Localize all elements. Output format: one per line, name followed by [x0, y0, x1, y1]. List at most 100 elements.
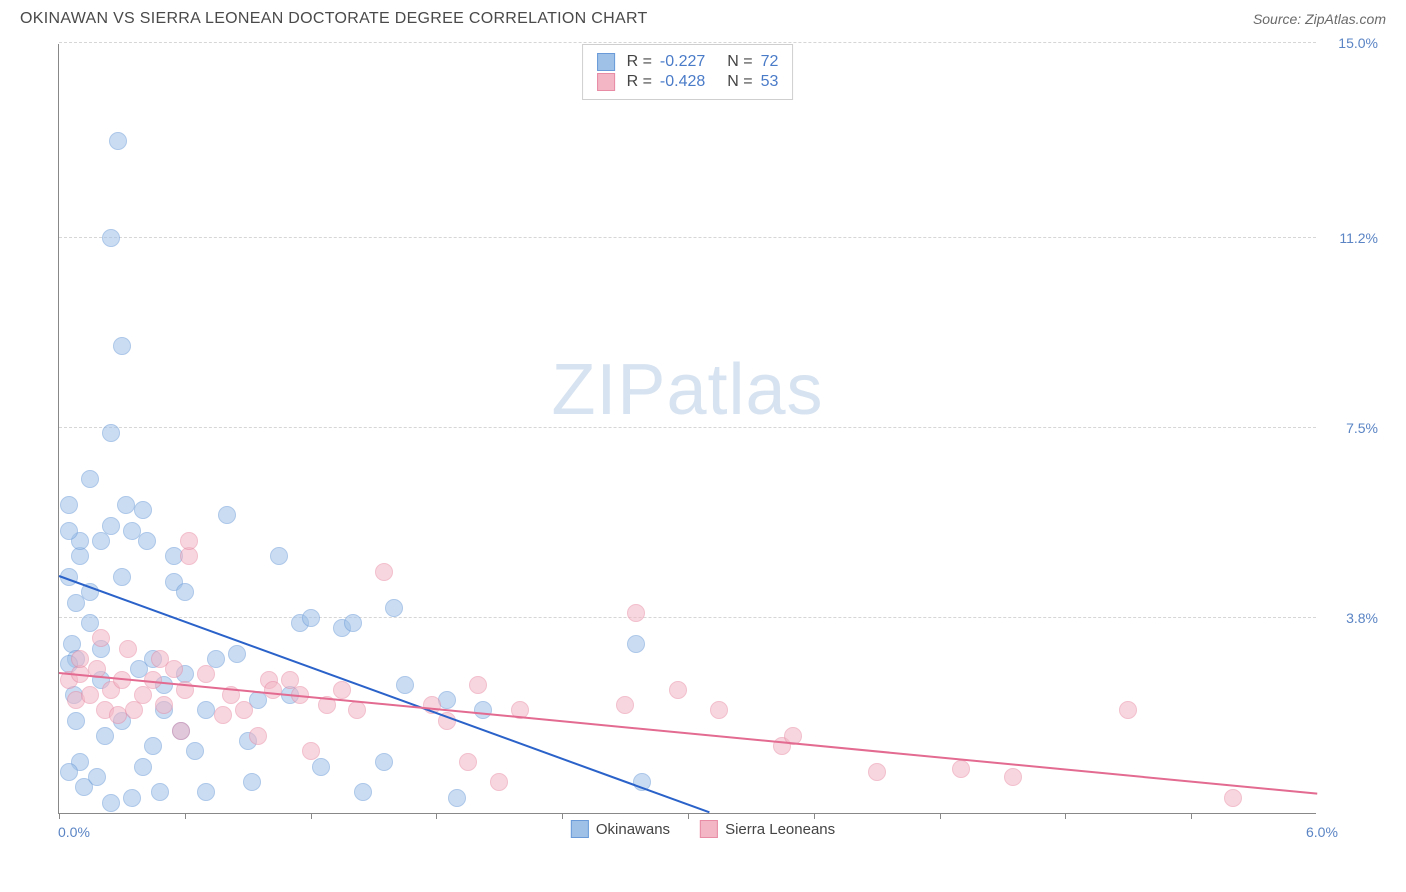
data-point [176, 583, 194, 601]
data-point [102, 794, 120, 812]
chart-source: Source: ZipAtlas.com [1253, 11, 1386, 27]
x-tick [185, 813, 186, 819]
data-point [474, 701, 492, 719]
stats-row-1: R = -0.227 N = 72 [597, 53, 779, 71]
x-tick [1191, 813, 1192, 819]
data-point [270, 547, 288, 565]
data-point [469, 676, 487, 694]
data-point [710, 701, 728, 719]
data-point [172, 722, 190, 740]
series-legend: Okinawans Sierra Leoneans [571, 820, 835, 838]
data-point [102, 229, 120, 247]
watermark-bold: ZIP [551, 350, 666, 430]
data-point [1224, 789, 1242, 807]
data-point [102, 424, 120, 442]
x-axis-max-label: 6.0% [1306, 824, 1406, 840]
data-point [81, 686, 99, 704]
n-label: N = [727, 73, 752, 91]
scatter-plot: ZIPatlas R = -0.227 N = 72 R = -0.428 N … [58, 44, 1316, 814]
data-point [952, 760, 970, 778]
data-point [180, 532, 198, 550]
data-point [207, 650, 225, 668]
data-point [1004, 768, 1022, 786]
data-point [616, 696, 634, 714]
data-point [67, 712, 85, 730]
data-point [88, 768, 106, 786]
data-point [71, 650, 89, 668]
data-point [165, 660, 183, 678]
data-point [60, 522, 78, 540]
data-point [627, 635, 645, 653]
chart-title: OKINAWAN VS SIERRA LEONEAN DOCTORATE DEG… [20, 10, 648, 28]
x-tick [814, 813, 815, 819]
data-point [218, 506, 236, 524]
x-tick [436, 813, 437, 819]
x-tick [940, 813, 941, 819]
y-tick-label: 7.5% [1322, 420, 1378, 436]
data-point [264, 681, 282, 699]
watermark: ZIPatlas [551, 349, 823, 431]
y-tick-label: 3.8% [1322, 610, 1378, 626]
data-point [92, 532, 110, 550]
data-point [151, 783, 169, 801]
watermark-light: atlas [666, 350, 823, 430]
legend-label-2: Sierra Leoneans [725, 821, 835, 838]
data-point [134, 686, 152, 704]
stats-row-2: R = -0.428 N = 53 [597, 73, 779, 91]
data-point [627, 604, 645, 622]
data-point [144, 737, 162, 755]
data-point [81, 470, 99, 488]
data-point [243, 773, 261, 791]
data-point [868, 763, 886, 781]
data-point [214, 706, 232, 724]
data-point [102, 517, 120, 535]
data-point [197, 701, 215, 719]
x-tick [59, 813, 60, 819]
data-point [134, 501, 152, 519]
stats-legend: R = -0.227 N = 72 R = -0.428 N = 53 [582, 44, 794, 100]
data-point [117, 496, 135, 514]
data-point [228, 645, 246, 663]
trend-line [59, 575, 710, 813]
data-point [490, 773, 508, 791]
data-point [312, 758, 330, 776]
gridline [59, 42, 1316, 43]
data-point [155, 696, 173, 714]
data-point [459, 753, 477, 771]
data-point [119, 640, 137, 658]
x-tick [311, 813, 312, 819]
y-tick-label: 11.2% [1322, 230, 1378, 246]
x-tick [562, 813, 563, 819]
data-point [249, 727, 267, 745]
data-point [186, 742, 204, 760]
data-point [180, 547, 198, 565]
data-point [92, 629, 110, 647]
legend-item-2: Sierra Leoneans [700, 820, 835, 838]
data-point [197, 783, 215, 801]
n-value-2: 53 [761, 73, 779, 91]
data-point [333, 681, 351, 699]
data-point [113, 337, 131, 355]
data-point [109, 132, 127, 150]
data-point [302, 609, 320, 627]
x-tick [688, 813, 689, 819]
gridline [59, 617, 1316, 618]
data-point [138, 532, 156, 550]
data-point [123, 789, 141, 807]
x-axis-min-label: 0.0% [58, 824, 90, 840]
gridline [59, 427, 1316, 428]
gridline [59, 237, 1316, 238]
r-value-2: -0.428 [660, 73, 705, 91]
x-tick [1065, 813, 1066, 819]
data-point [71, 547, 89, 565]
n-label: N = [727, 53, 752, 71]
data-point [96, 727, 114, 745]
data-point [113, 568, 131, 586]
data-point [235, 701, 253, 719]
data-point [375, 753, 393, 771]
chart-header: OKINAWAN VS SIERRA LEONEAN DOCTORATE DEG… [0, 0, 1406, 34]
data-point [448, 789, 466, 807]
data-point [60, 496, 78, 514]
legend-label-1: Okinawans [596, 821, 670, 838]
swatch-series-1 [597, 53, 615, 71]
